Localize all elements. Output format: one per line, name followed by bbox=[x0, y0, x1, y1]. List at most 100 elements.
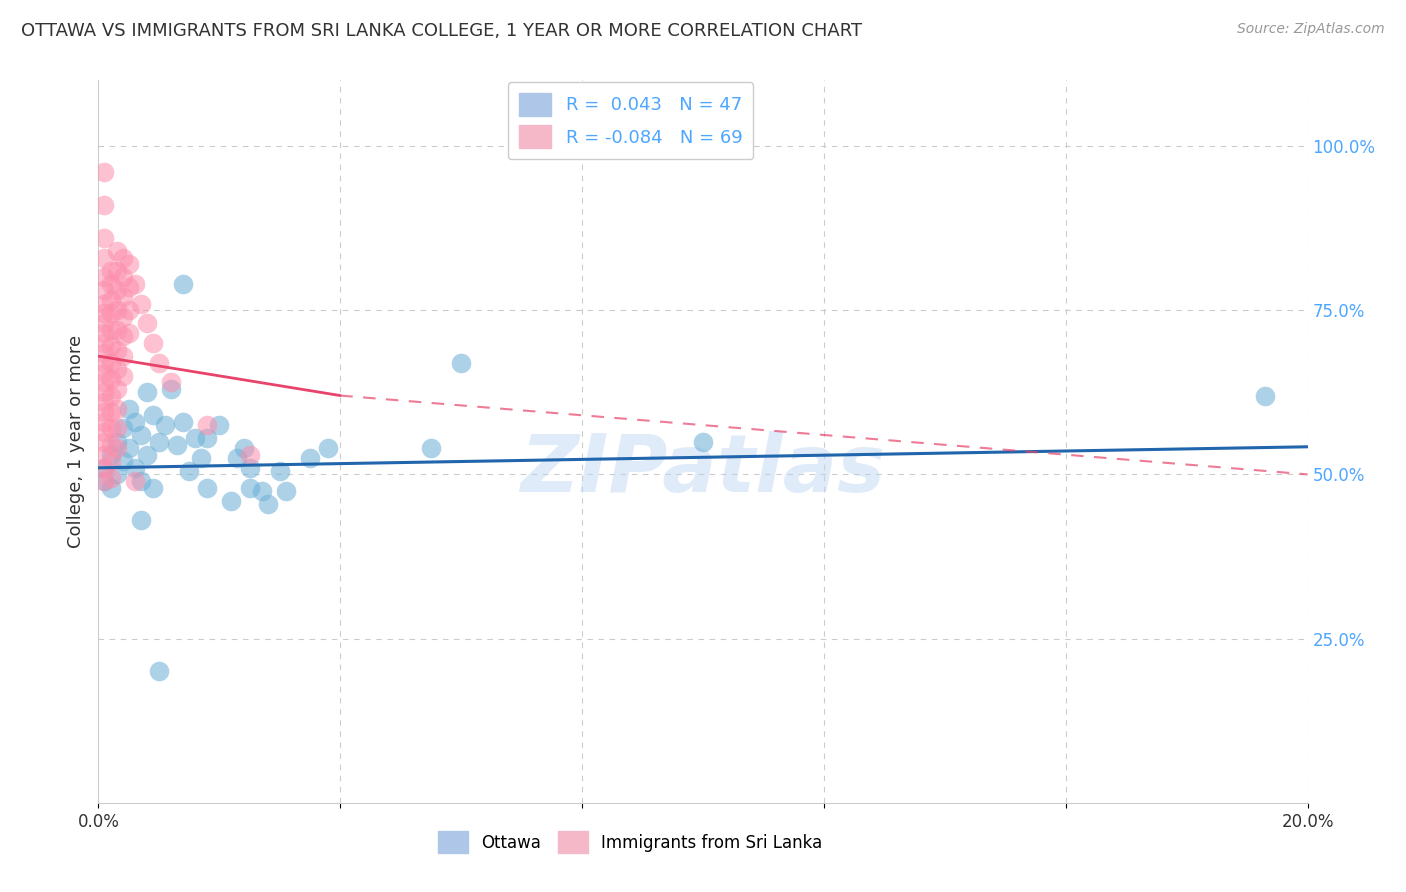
Point bbox=[93, 425, 115, 439]
Point bbox=[100, 277, 122, 291]
Point bbox=[166, 438, 188, 452]
Point bbox=[129, 474, 152, 488]
Point bbox=[299, 450, 322, 465]
Point bbox=[105, 323, 128, 337]
Point bbox=[420, 441, 443, 455]
Point bbox=[93, 198, 115, 212]
Point bbox=[93, 405, 115, 419]
Point bbox=[129, 428, 152, 442]
Point bbox=[105, 434, 128, 449]
Point bbox=[105, 284, 128, 298]
Point bbox=[93, 326, 115, 341]
Point bbox=[100, 356, 122, 370]
Point bbox=[135, 385, 157, 400]
Point bbox=[142, 336, 165, 351]
Point bbox=[105, 303, 128, 318]
Text: Source: ZipAtlas.com: Source: ZipAtlas.com bbox=[1237, 22, 1385, 37]
Point bbox=[93, 385, 115, 400]
Point bbox=[118, 326, 141, 341]
Point bbox=[1254, 388, 1277, 402]
Point bbox=[100, 306, 122, 320]
Point bbox=[118, 401, 141, 416]
Point bbox=[111, 368, 134, 383]
Point bbox=[100, 421, 122, 435]
Legend: Ottawa, Immigrants from Sri Lanka: Ottawa, Immigrants from Sri Lanka bbox=[432, 825, 830, 860]
Point bbox=[160, 376, 183, 390]
Point bbox=[93, 251, 115, 265]
Point bbox=[692, 434, 714, 449]
Point bbox=[93, 376, 115, 390]
Point bbox=[93, 460, 115, 475]
Point bbox=[100, 405, 122, 419]
Point bbox=[148, 665, 170, 679]
Point bbox=[93, 366, 115, 380]
Point bbox=[239, 448, 262, 462]
Point bbox=[221, 493, 243, 508]
Point bbox=[124, 460, 146, 475]
Point bbox=[93, 270, 115, 285]
Point bbox=[239, 481, 262, 495]
Text: OTTAWA VS IMMIGRANTS FROM SRI LANKA COLLEGE, 1 YEAR OR MORE CORRELATION CHART: OTTAWA VS IMMIGRANTS FROM SRI LANKA COLL… bbox=[21, 22, 862, 40]
Point bbox=[195, 418, 218, 433]
Point bbox=[100, 481, 122, 495]
Point bbox=[142, 481, 165, 495]
Point bbox=[100, 339, 122, 353]
Point bbox=[232, 441, 254, 455]
Point bbox=[100, 471, 122, 485]
Point bbox=[93, 346, 115, 360]
Point bbox=[105, 441, 128, 455]
Point bbox=[100, 454, 122, 468]
Point bbox=[93, 395, 115, 409]
Point bbox=[111, 454, 134, 468]
Point bbox=[93, 231, 115, 245]
Point bbox=[111, 310, 134, 324]
Point bbox=[100, 388, 122, 402]
Point bbox=[93, 306, 115, 320]
Point bbox=[124, 474, 146, 488]
Point bbox=[93, 284, 115, 298]
Point bbox=[100, 448, 122, 462]
Point bbox=[190, 450, 212, 465]
Point bbox=[160, 382, 183, 396]
Point bbox=[239, 460, 262, 475]
Point bbox=[269, 464, 291, 478]
Point bbox=[100, 372, 122, 386]
Point bbox=[274, 483, 297, 498]
Point bbox=[148, 356, 170, 370]
Point bbox=[172, 415, 194, 429]
Point bbox=[195, 431, 218, 445]
Point bbox=[105, 467, 128, 482]
Point bbox=[100, 264, 122, 278]
Point bbox=[118, 280, 141, 294]
Point bbox=[105, 362, 128, 376]
Point bbox=[124, 415, 146, 429]
Point bbox=[93, 316, 115, 330]
Point bbox=[93, 165, 115, 179]
Point bbox=[450, 356, 472, 370]
Point bbox=[105, 421, 128, 435]
Point bbox=[93, 434, 115, 449]
Point bbox=[93, 296, 115, 310]
Point bbox=[93, 474, 115, 488]
Point bbox=[129, 513, 152, 527]
Point bbox=[93, 336, 115, 351]
Point bbox=[111, 329, 134, 343]
Point bbox=[105, 382, 128, 396]
Point bbox=[111, 421, 134, 435]
Point bbox=[118, 303, 141, 318]
Point bbox=[135, 448, 157, 462]
Point bbox=[100, 438, 122, 452]
Point bbox=[148, 434, 170, 449]
Point bbox=[105, 264, 128, 278]
Point bbox=[93, 460, 115, 475]
Point bbox=[195, 481, 218, 495]
Point bbox=[124, 277, 146, 291]
Point bbox=[105, 244, 128, 258]
Point bbox=[93, 356, 115, 370]
Point bbox=[118, 257, 141, 271]
Point bbox=[184, 431, 207, 445]
Point bbox=[256, 497, 278, 511]
Point bbox=[179, 464, 201, 478]
Text: ZIPatlas: ZIPatlas bbox=[520, 432, 886, 509]
Point bbox=[316, 441, 339, 455]
